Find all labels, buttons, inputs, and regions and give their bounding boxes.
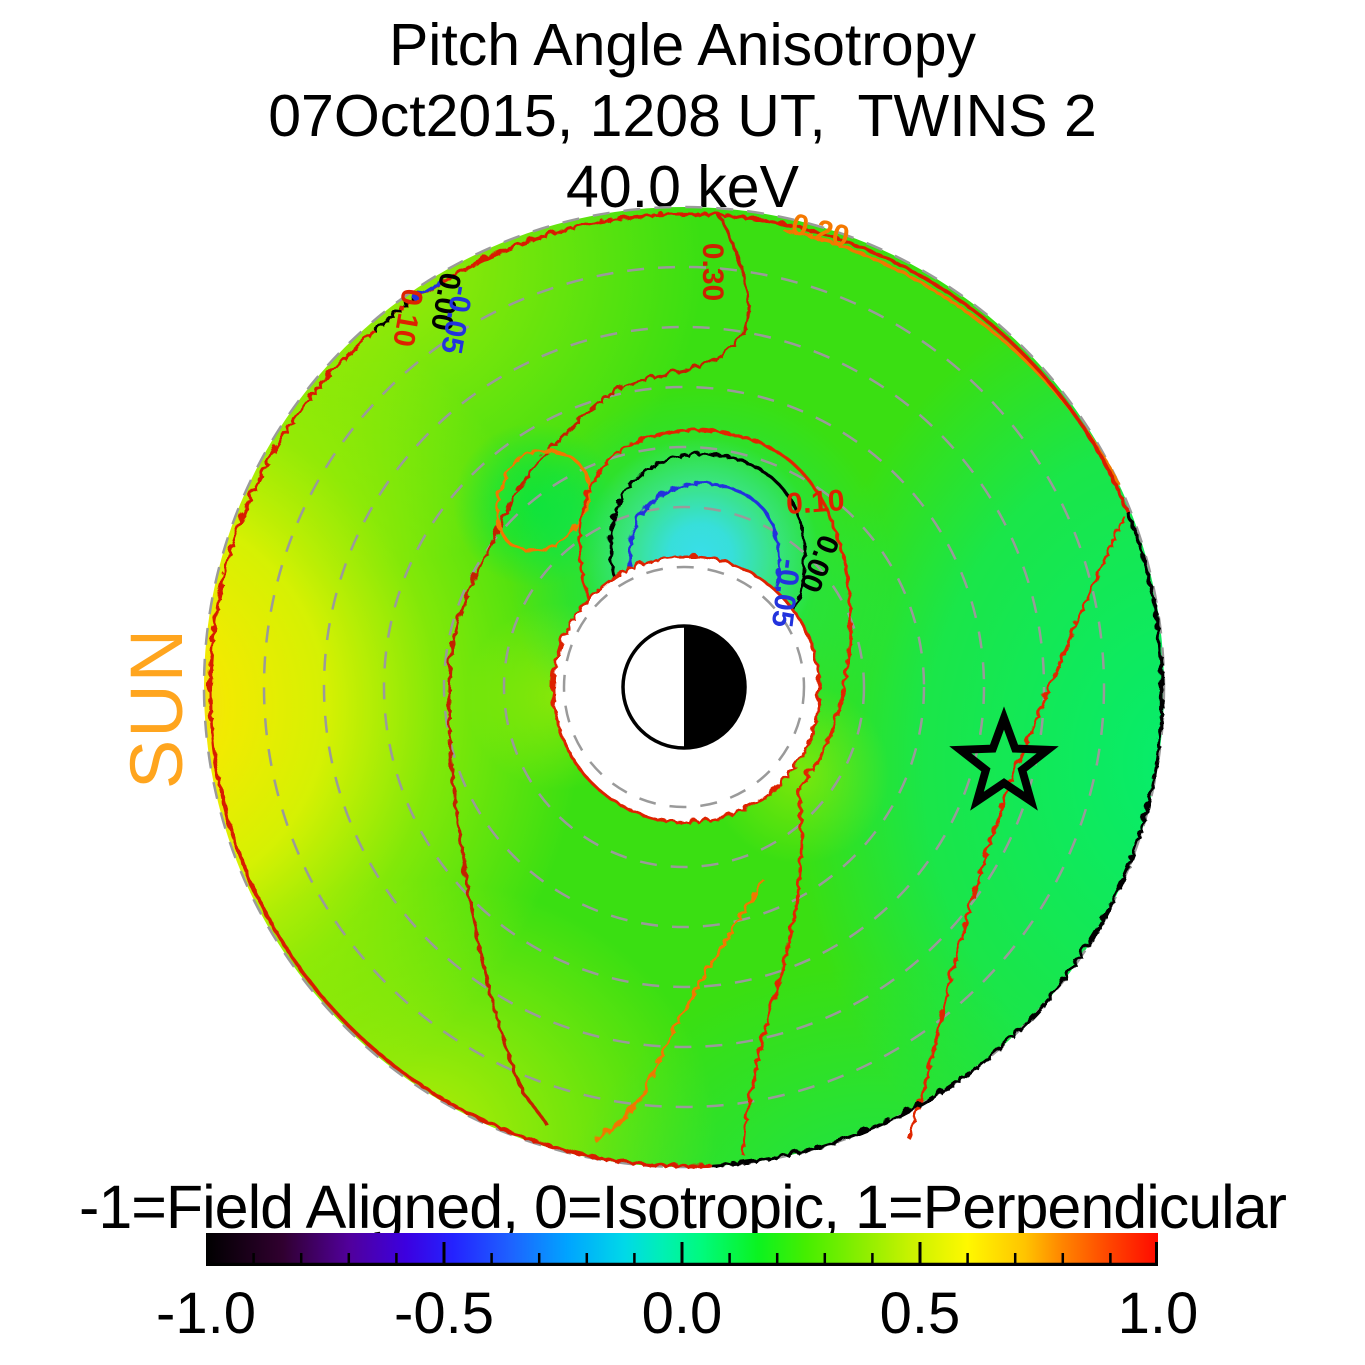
colorbar-tick-label-1: 1.0: [1117, 1281, 1199, 1346]
contour-0.20-pocket: [493, 447, 589, 550]
colorbar-caption: -1=Field Aligned, 0=Isotropic, 1=Perpend…: [79, 1173, 1287, 1241]
figure-title: Pitch Angle Anisotropy 07Oct2015, 1208 U…: [0, 10, 1365, 223]
contour-0.30: [445, 213, 748, 1125]
contour-label-0.20: 0.20: [788, 208, 853, 254]
earth-icon: [621, 624, 747, 750]
map-boundary-red: [206, 209, 1127, 1166]
contour-label-0.30: 0.30: [696, 243, 729, 301]
title-line-1: Pitch Angle Anisotropy: [388, 12, 977, 78]
colorbar-tick-label-neg05: -0.5: [394, 1281, 494, 1346]
contour-0.20-arm: [591, 877, 764, 1140]
colorbar-minor-ticks: [252, 1253, 1112, 1264]
map-boundary-black: [708, 508, 1162, 1165]
contour-label-0.10-inner: 0.10: [785, 484, 846, 521]
colorbar: [206, 1233, 1158, 1266]
contour-label-minus0.05-inner: -0.05: [765, 557, 806, 629]
contour-0.10-inner: [575, 426, 850, 1153]
colorbar-axis: [206, 1242, 1158, 1266]
colorbar-tick-label-neg1: -1.0: [156, 1281, 256, 1346]
contour-label-0.10-edge: 0.10: [386, 286, 429, 349]
colorbar-major-ticks: [206, 1242, 1158, 1264]
map-boundary-black-chip: [370, 295, 413, 330]
l-shell-ring-2re: [562, 565, 806, 809]
title-line-2: 07Oct2015, 1208 UT, TWINS 2: [268, 83, 1097, 149]
colorbar-tick-label-05: 0.5: [879, 1281, 961, 1346]
map-boundary: [206, 209, 1162, 1166]
l-shell-rings: [202, 205, 1166, 1169]
map-boundary-blue-chip: [409, 277, 440, 299]
colorbar-tick-label-0: 0.0: [641, 1281, 723, 1346]
contour-0.10-right: [904, 513, 1124, 1137]
contour-0.00: [606, 450, 804, 640]
star-icon: [949, 706, 1059, 811]
